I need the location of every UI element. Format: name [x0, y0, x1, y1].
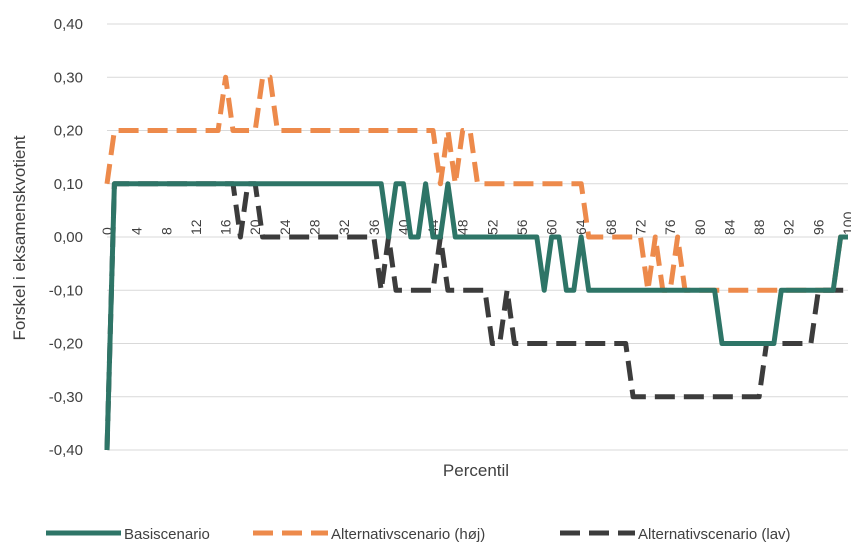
x-tick-label: 96	[810, 219, 826, 235]
x-tick-label: 8	[158, 227, 174, 235]
x-tick-label: 28	[306, 219, 322, 235]
x-tick-label: 36	[366, 219, 382, 235]
y-tick-label: -0,20	[49, 336, 83, 353]
x-tick-label: 60	[544, 219, 560, 235]
x-tick-label: 12	[188, 219, 204, 235]
x-tick-label: 72	[633, 219, 649, 235]
series-line-0	[104, 181, 848, 451]
x-tick-label: 52	[484, 219, 500, 235]
legend-label: Basiscenario	[124, 526, 210, 542]
series-line-2	[104, 181, 848, 451]
x-tick-label: 0	[99, 227, 115, 235]
y-tick-label: 0,00	[54, 229, 83, 246]
y-tick-label: 0,30	[54, 69, 83, 86]
y-tick-label: 0,10	[54, 176, 83, 193]
legend-label: Alternativscenario (høj)	[331, 526, 485, 542]
x-tick-label: 32	[336, 219, 352, 235]
x-tick-label: 80	[692, 219, 708, 235]
x-tick-label: 100	[840, 211, 851, 235]
legend: Basiscenario Alternativscenario (høj) Alte…	[46, 526, 791, 543]
x-tick-label: 16	[218, 219, 234, 235]
y-tick-label: -0,10	[49, 282, 83, 299]
x-tick-label: 92	[781, 219, 797, 235]
legend-label: Alternativscenario (lav)	[638, 526, 791, 542]
y-axis-title: Forskel i eksamenskvotient	[10, 135, 29, 340]
y-tick-label: -0,30	[49, 389, 83, 406]
y-tick-label: 0,40	[54, 16, 83, 33]
x-tick-label: 24	[277, 219, 293, 235]
x-tick-label: 4	[129, 227, 145, 235]
x-tick-label: 48	[455, 219, 471, 235]
y-axis-ticks: 0,40 0,30 0,20 0,10 0,00 -0,10 -0,20 -0,30 -0,40	[49, 16, 83, 459]
x-tick-label: 56	[514, 219, 530, 235]
y-tick-label: -0,40	[49, 442, 83, 459]
x-tick-label: 76	[662, 219, 678, 235]
x-axis-ticks: 0 4 8 12 16 20 24 28 32 36 40 44 48 52 56 60 64 68 72 76 80 8…	[99, 211, 851, 235]
y-tick-label: 0,20	[54, 123, 83, 140]
x-tick-label: 88	[751, 219, 767, 235]
series-lines	[104, 74, 848, 451]
series-line-1	[104, 74, 848, 293]
x-tick-label: 84	[721, 219, 737, 235]
x-tick-label: 64	[573, 219, 589, 235]
x-tick-label: 68	[603, 219, 619, 235]
x-axis-title: Percentil	[443, 461, 509, 480]
